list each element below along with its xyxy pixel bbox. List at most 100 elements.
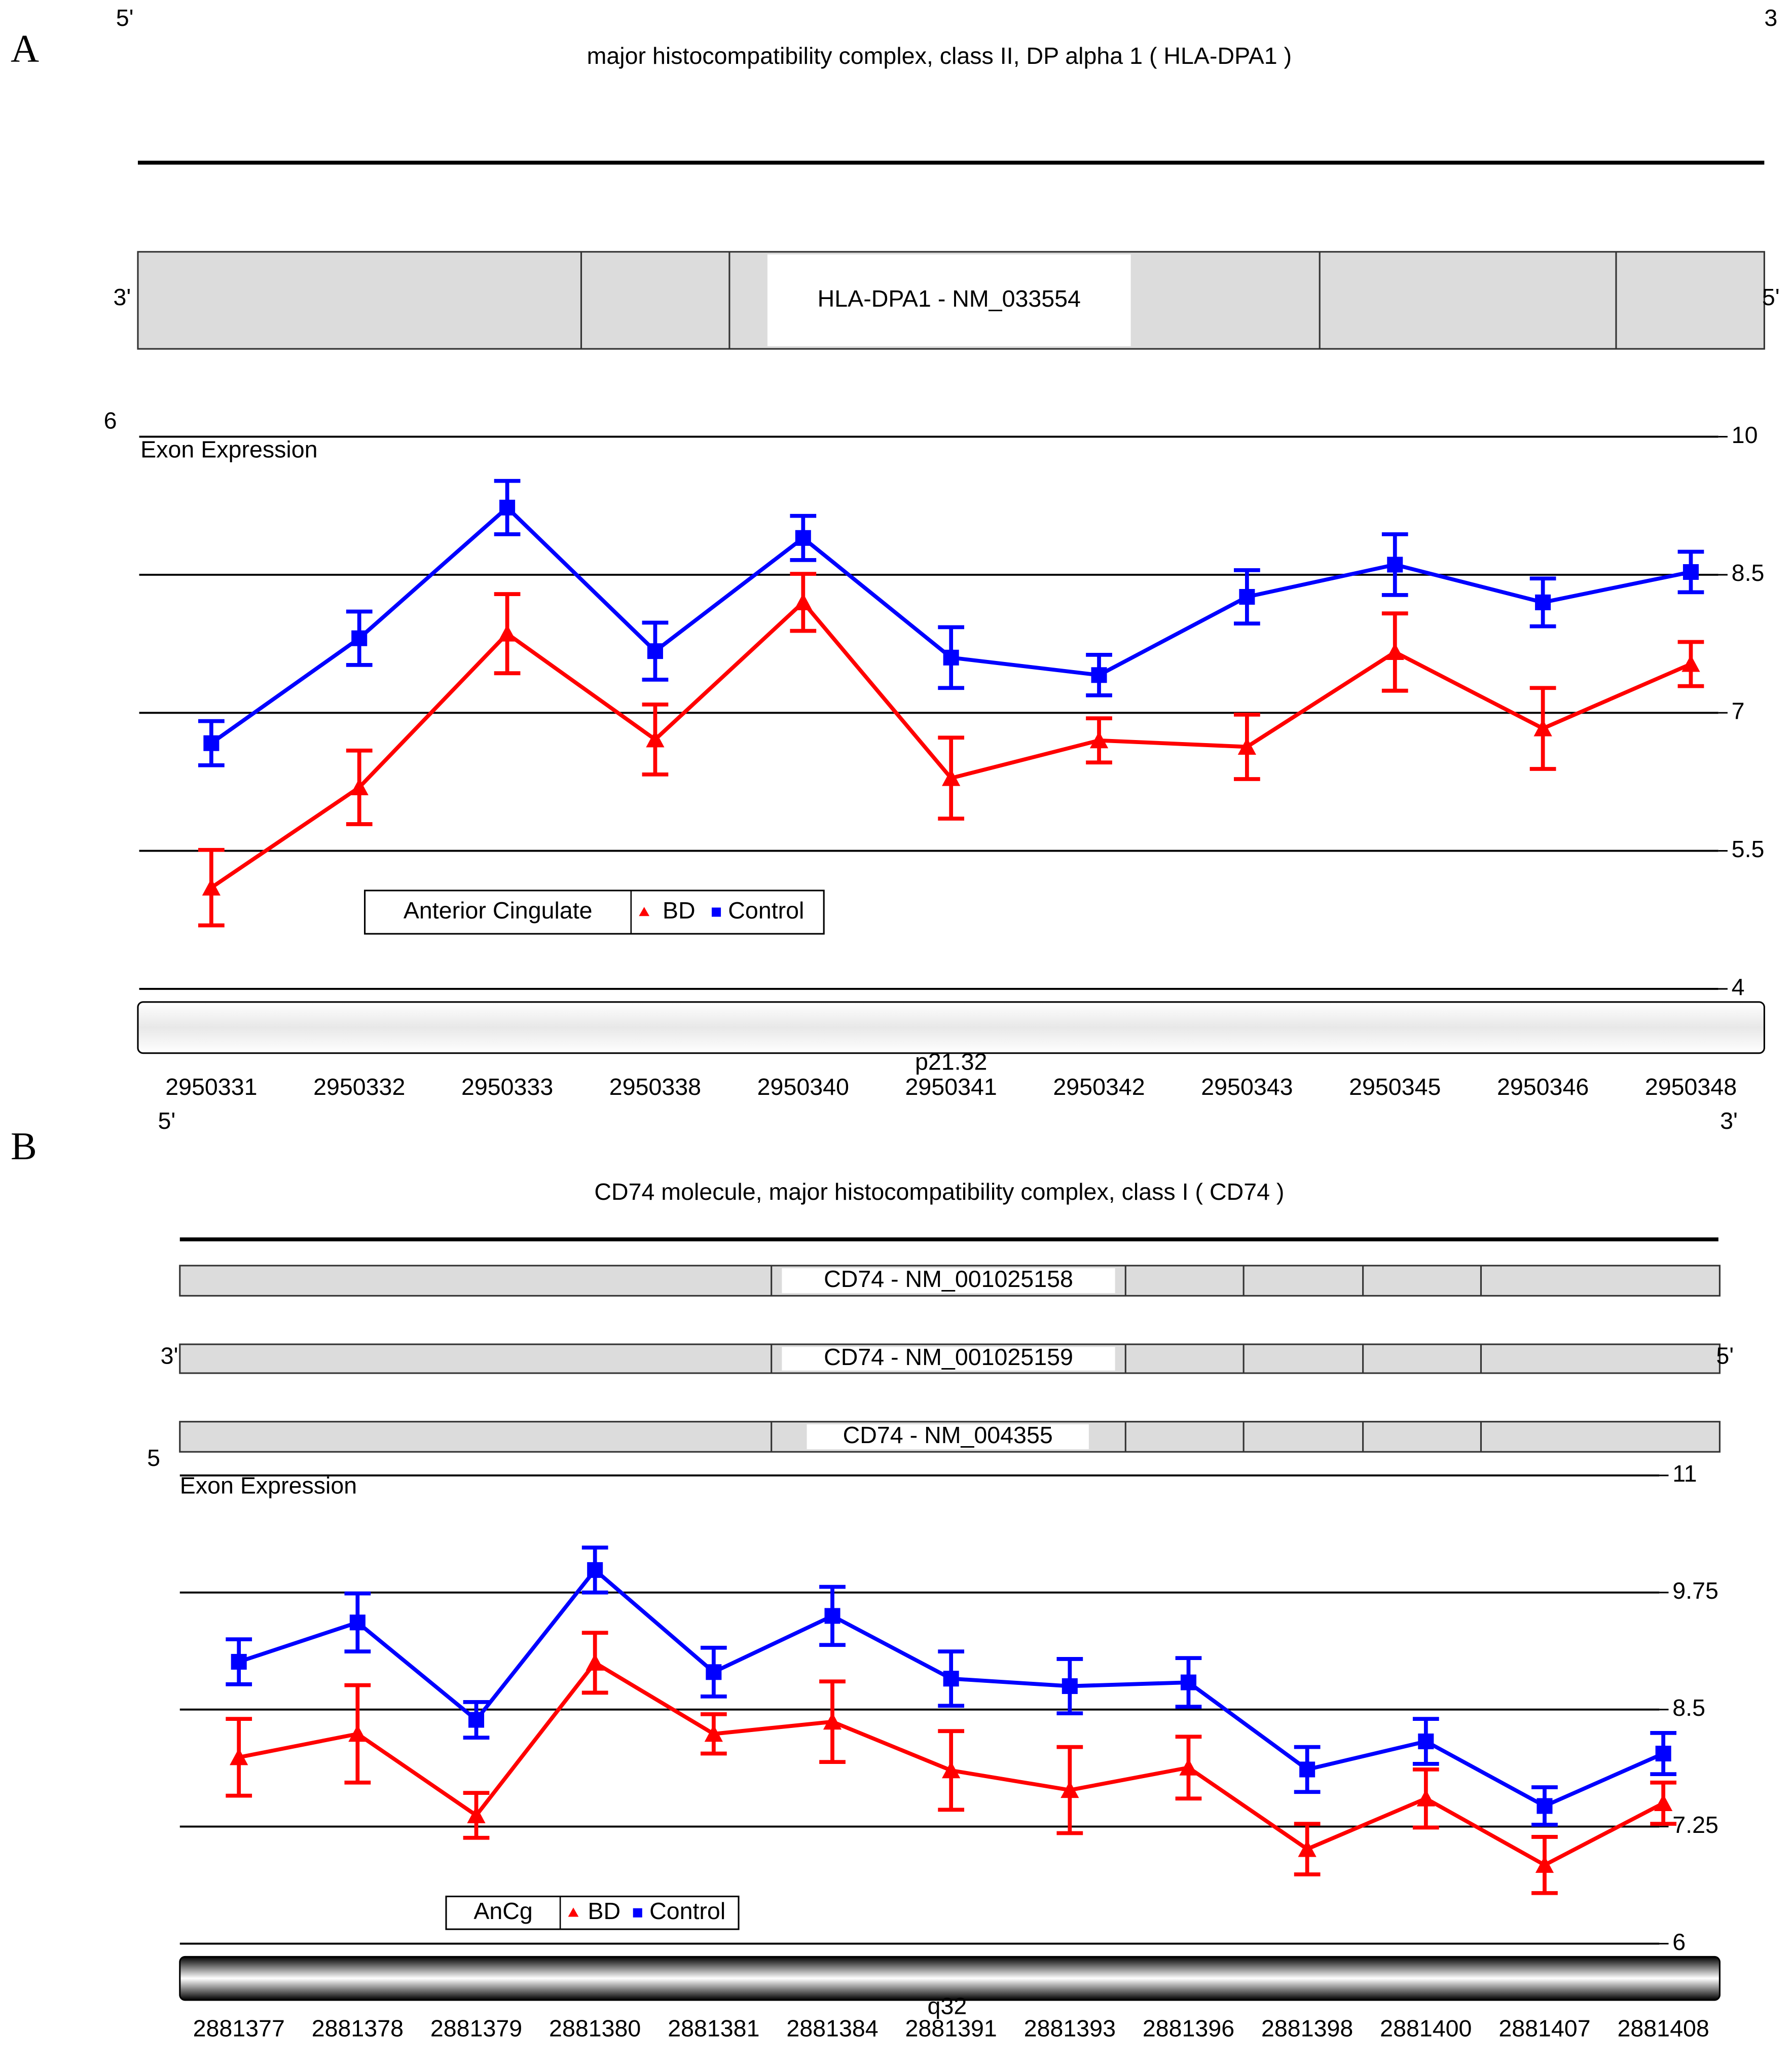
marker [231,1653,247,1670]
marker [704,1724,723,1742]
marker [468,1712,485,1728]
y-axis-label: Exon Expression [140,436,317,462]
marker [348,1724,367,1742]
strand-label: 3 [1764,5,1777,31]
chart-title: major histocompatibility complex, class … [587,43,1292,69]
y-tick-label: 10 [1732,422,1758,448]
marker [943,1671,959,1687]
marker [351,630,368,646]
panel-label: B [11,1124,37,1168]
strand-label: 3' [161,1342,178,1369]
chromosome-label: 6 [104,407,117,433]
marker [1535,1856,1554,1873]
chart-title: CD74 molecule, major histocompatibility … [594,1178,1284,1205]
transcript-label: CD74 - NM_001025158 [824,1266,1073,1292]
marker [1179,1758,1198,1776]
band-label: q32 [928,1993,967,2019]
marker [1418,1733,1434,1750]
legend-box [364,890,825,935]
legend-title: Anterior Cingulate [404,897,593,924]
y-tick-label: 7.25 [1672,1812,1718,1838]
y-tick-label: 7 [1732,698,1745,724]
marker [203,735,220,751]
legend-box [445,1895,740,1930]
x-tick-label: 2881380 [549,2015,641,2042]
strand-label: 5' [1716,1342,1734,1369]
transcript-label-bg [782,1347,1115,1371]
x-tick-label: 2881400 [1380,2015,1472,2042]
marker [350,778,369,795]
marker [1537,1798,1553,1814]
transcript-label-bg [767,254,1131,347]
legend-title: AnCg [473,1898,532,1924]
x-tick-label: 2950332 [313,1074,405,1100]
y-tick-label: 11 [1672,1460,1697,1487]
marker [1533,719,1552,736]
marker [823,1712,842,1730]
y-tick-label: 8.5 [1672,1694,1705,1721]
marker [647,643,663,659]
marker [1060,1781,1079,1798]
marker [230,1748,248,1765]
marker [1180,1674,1197,1690]
x-tick-label: 2950348 [1645,1074,1737,1100]
x-tick-label: 2950343 [1201,1074,1293,1100]
panel-label: A [11,26,39,70]
marker [824,1608,840,1624]
legend-label: BD [588,1898,620,1924]
x-tick-label: 2881391 [905,2015,997,2042]
marker [1239,588,1255,605]
marker [1237,738,1257,755]
marker [498,624,517,642]
marker [586,1653,604,1671]
marker [646,730,665,748]
strand-label: 5' [116,5,134,31]
transcript-label-bg [807,1424,1089,1450]
x-tick-label: 2950346 [1497,1074,1589,1100]
marker [1089,731,1109,749]
x-tick-label: 2950345 [1349,1074,1441,1100]
marker [795,530,811,546]
y-tick-label: 4 [1732,974,1745,1000]
chromosome-band [137,1001,1765,1054]
strand-label: 3' [1720,1108,1738,1134]
x-tick-label: 2950338 [609,1074,701,1100]
x-tick-label: 2881396 [1143,2015,1234,2042]
transcript-label-bg [782,1268,1115,1294]
marker [1299,1761,1315,1778]
x-tick-label: 2881378 [312,2015,404,2042]
strand-label: 5' [1762,284,1780,310]
legend-marker [633,1908,642,1918]
x-tick-label: 2950342 [1053,1074,1145,1100]
legend-label: Control [728,897,804,924]
marker [1654,1794,1673,1811]
marker [942,1761,961,1779]
marker [794,593,813,610]
x-tick-label: 2950340 [757,1074,849,1100]
strand-label: 5' [158,1108,176,1134]
x-tick-label: 2950333 [461,1074,553,1100]
marker [942,769,961,786]
marker [1091,667,1107,683]
x-tick-label: 2881379 [430,2015,522,2042]
transcript-label: CD74 - NM_001025159 [824,1344,1073,1370]
x-tick-label: 2881408 [1617,2015,1709,2042]
marker [1681,654,1700,672]
transcript-label: CD74 - NM_004355 [843,1422,1053,1448]
marker [499,499,516,515]
x-tick-label: 2950331 [165,1074,257,1100]
y-tick-label: 9.75 [1672,1577,1718,1604]
marker [587,1562,603,1578]
legend-marker [711,907,721,917]
marker [1416,1789,1435,1807]
strand-label: 3' [114,284,131,310]
x-tick-label: 2881398 [1261,2015,1353,2042]
marker [706,1664,722,1680]
y-tick-label: 5.5 [1732,836,1765,862]
legend-label: BD [663,897,696,924]
x-tick-label: 2950341 [905,1074,997,1100]
y-tick-label: 6 [1672,1929,1686,1955]
legend-label: Control [649,1898,725,1924]
